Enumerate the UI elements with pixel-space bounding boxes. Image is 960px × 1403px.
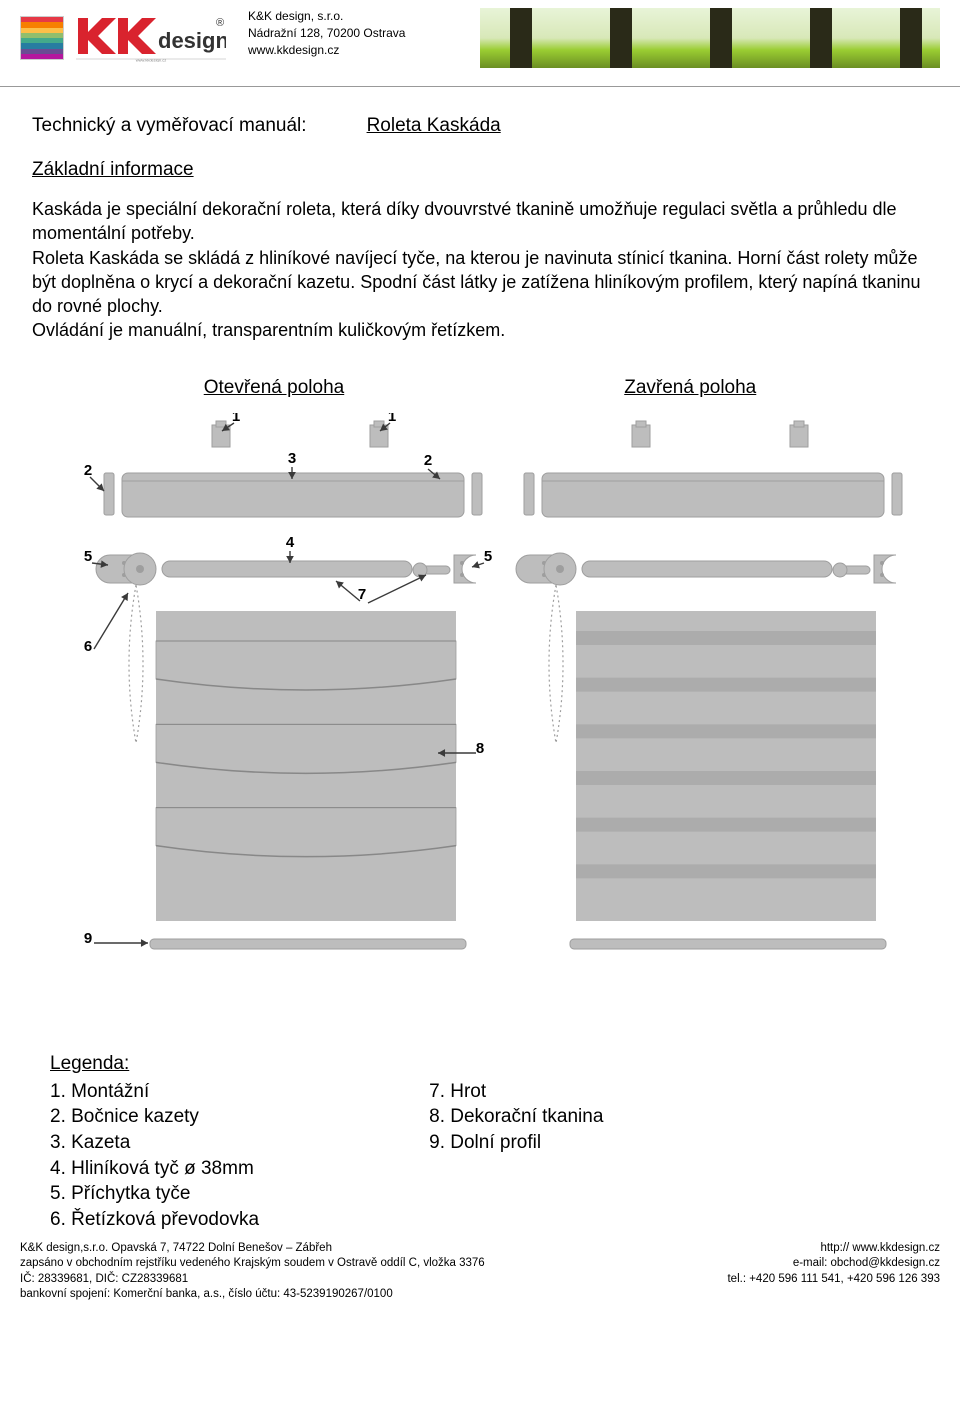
color-swatch-logo [20,16,64,60]
label-open-position: Otevřená poloha [204,377,345,399]
section-heading-basic-info: Základní informace [32,159,928,181]
document-body: Technický a vyměřovací manuál: Roleta Ka… [0,87,960,1237]
svg-text:3: 3 [288,450,296,467]
svg-text:5: 5 [484,548,492,565]
diagram-position-labels: Otevřená poloha Zavřená poloha [32,377,928,399]
svg-text:®: ® [216,17,224,29]
legend: Legenda: 1. Montážní2. Bočnice kazety3. … [32,1053,928,1237]
intro-paragraph: Kaskáda je speciální dekorační roleta, k… [32,197,928,343]
svg-text:6: 6 [84,638,92,655]
svg-text:www.kkdesign.cz: www.kkdesign.cz [136,58,166,63]
footer-left: K&K design,s.r.o. Opavská 7, 74722 Dolní… [20,1241,485,1303]
company-website: www.kkdesign.cz [248,42,405,59]
legend-item: 5. Příchytka tyče [50,1181,259,1207]
legend-item: 1. Montážní [50,1079,259,1105]
technical-diagram: 112325456789 [32,413,928,973]
legend-item: 2. Bočnice kazety [50,1104,259,1130]
svg-text:design: design [158,28,226,53]
kk-design-logo: design ® www.kkdesign.cz [76,14,226,67]
legend-item: 8. Dekorační tkanina [429,1104,603,1130]
svg-text:4: 4 [286,534,295,551]
manual-type-label: Technický a vyměřovací manuál: [32,115,307,137]
legend-item: 4. Hliníková tyč ø 38mm [50,1156,259,1182]
page-footer: K&K design,s.r.o. Opavská 7, 74722 Dolní… [0,1237,960,1313]
legend-item: 9. Dolní profil [429,1130,603,1156]
legend-left-column: 1. Montážní2. Bočnice kazety3. Kazeta4. … [50,1079,259,1233]
company-name: K&K design, s.r.o. [248,8,405,25]
header-banner-image [480,8,940,68]
svg-text:9: 9 [84,930,92,947]
label-closed-position: Zavřená poloha [624,377,756,399]
page-header: design ® www.kkdesign.cz K&K design, s.r… [0,0,960,87]
svg-text:2: 2 [84,462,92,479]
legend-item: 3. Kazeta [50,1130,259,1156]
company-address: Nádražní 128, 70200 Ostrava [248,25,405,42]
title-row: Technický a vyměřovací manuál: Roleta Ka… [32,115,928,137]
legend-item: 7. Hrot [429,1079,603,1105]
svg-text:8: 8 [476,740,484,757]
legend-title: Legenda: [50,1053,928,1075]
company-address-block: K&K design, s.r.o. Nádražní 128, 70200 O… [248,8,405,58]
footer-right: http:// www.kkdesign.cze-mail: obchod@kk… [727,1241,940,1303]
legend-right-column: 7. Hrot8. Dekorační tkanina9. Dolní prof… [429,1079,603,1233]
legend-item: 6. Řetízková převodovka [50,1207,259,1233]
svg-text:5: 5 [84,548,92,565]
svg-text:2: 2 [424,452,432,469]
product-title: Roleta Kaskáda [367,115,501,137]
